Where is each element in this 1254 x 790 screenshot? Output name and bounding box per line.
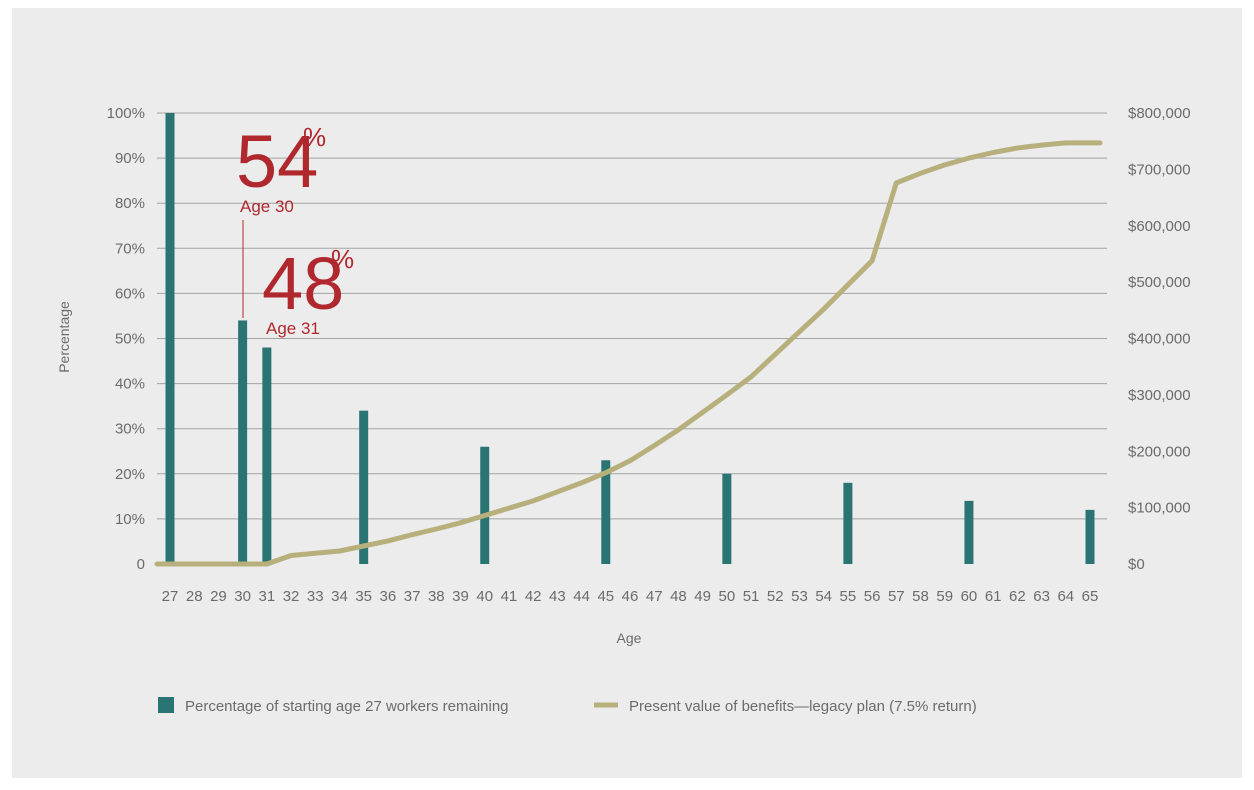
annotation-age-31-value: 48 bbox=[262, 242, 344, 325]
x-tick-label: 53 bbox=[791, 588, 808, 605]
x-tick-label: 38 bbox=[428, 588, 445, 605]
annotation-age-30-value: 54 bbox=[236, 120, 318, 203]
bar-age-31 bbox=[262, 347, 272, 564]
x-tick-label: 61 bbox=[985, 588, 1002, 605]
x-tick-label: 41 bbox=[501, 588, 518, 605]
annotation-age-31-unit: % bbox=[331, 244, 354, 274]
chart-panel bbox=[12, 8, 1242, 778]
annotation-age-30-unit: % bbox=[303, 122, 326, 152]
left-y-tick-label: 10% bbox=[115, 511, 145, 528]
x-tick-label: 44 bbox=[573, 588, 590, 605]
x-tick-label: 58 bbox=[912, 588, 929, 605]
left-y-tick-label: 30% bbox=[115, 421, 145, 438]
annotation-age-31-label: Age 31 bbox=[266, 319, 320, 338]
x-tick-label: 54 bbox=[815, 588, 832, 605]
right-y-tick-label: $800,000 bbox=[1128, 105, 1191, 122]
legend: Percentage of starting age 27 workers re… bbox=[158, 697, 977, 715]
x-tick-label: 57 bbox=[888, 588, 905, 605]
bar-age-40 bbox=[480, 446, 490, 564]
bar-age-65 bbox=[1085, 509, 1095, 564]
annotation-age-30: 54 % Age 30 bbox=[236, 120, 326, 318]
x-tick-label: 47 bbox=[646, 588, 663, 605]
x-tick-label: 50 bbox=[718, 588, 735, 605]
x-tick-label: 64 bbox=[1057, 588, 1074, 605]
x-tick-label: 45 bbox=[597, 588, 614, 605]
x-axis-ticks: 27 28 29 30 31 32 33 34 35 36 37 38 39 40 41 42 43 44 45 46… bbox=[162, 588, 1099, 605]
x-axis-title: Age bbox=[617, 630, 642, 646]
x-tick-label: 55 bbox=[840, 588, 857, 605]
legend-bar-swatch bbox=[158, 697, 174, 713]
left-y-tick-label: 100% bbox=[107, 105, 145, 122]
right-y-tick-label: $400,000 bbox=[1128, 331, 1191, 348]
x-tick-label: 31 bbox=[258, 588, 275, 605]
left-y-tick-label: 90% bbox=[115, 150, 145, 167]
x-tick-label: 51 bbox=[743, 588, 760, 605]
x-tick-label: 33 bbox=[307, 588, 324, 605]
x-tick-label: 49 bbox=[694, 588, 711, 605]
line-present-value bbox=[154, 140, 1103, 567]
right-y-tick-label: $200,000 bbox=[1128, 443, 1191, 460]
right-y-tick-label: $700,000 bbox=[1128, 161, 1191, 178]
x-tick-label: 39 bbox=[452, 588, 469, 605]
x-tick-label: 37 bbox=[404, 588, 421, 605]
x-tick-label: 34 bbox=[331, 588, 348, 605]
legend-bar-label: Percentage of starting age 27 workers re… bbox=[185, 698, 509, 715]
x-tick-label: 62 bbox=[1009, 588, 1026, 605]
line-series bbox=[154, 140, 1103, 567]
bar-age-45 bbox=[601, 460, 611, 564]
annotation-age-31: 48 % Age 31 bbox=[262, 242, 354, 338]
bar-age-55 bbox=[843, 482, 853, 564]
x-tick-label: 28 bbox=[186, 588, 203, 605]
right-y-tick-label: $300,000 bbox=[1128, 387, 1191, 404]
legend-line-label: Present value of benefits—legacy plan (7… bbox=[629, 698, 977, 715]
left-y-tick-label: 50% bbox=[115, 331, 145, 348]
x-tick-label: 40 bbox=[476, 588, 493, 605]
x-tick-label: 29 bbox=[210, 588, 227, 605]
left-y-tick-label: 20% bbox=[115, 466, 145, 483]
x-tick-label: 42 bbox=[525, 588, 542, 605]
right-y-tick-label: $500,000 bbox=[1128, 274, 1191, 291]
x-tick-label: 65 bbox=[1082, 588, 1099, 605]
bar-age-30 bbox=[238, 320, 248, 564]
left-y-tick-label: 60% bbox=[115, 285, 145, 302]
bar-age-35 bbox=[359, 410, 369, 564]
left-y-tick-label: 0 bbox=[137, 556, 145, 573]
x-tick-label: 52 bbox=[767, 588, 784, 605]
x-tick-label: 48 bbox=[670, 588, 687, 605]
x-tick-label: 30 bbox=[234, 588, 251, 605]
x-tick-label: 27 bbox=[162, 588, 179, 605]
gridlines bbox=[157, 112, 1107, 520]
x-tick-label: 36 bbox=[380, 588, 397, 605]
x-tick-label: 35 bbox=[355, 588, 372, 605]
left-y-axis-ticks: 0 10% 20% 30% 40% 50% 60% 70% 80% 90% 100% bbox=[107, 105, 145, 573]
x-tick-label: 59 bbox=[936, 588, 953, 605]
x-tick-label: 56 bbox=[864, 588, 881, 605]
x-tick-label: 32 bbox=[283, 588, 300, 605]
y-axis-title: Percentage bbox=[56, 301, 72, 373]
bar-age-27 bbox=[165, 113, 175, 564]
left-y-tick-label: 40% bbox=[115, 376, 145, 393]
right-y-axis-ticks: $0 $100,000 $200,000 $300,000 $400,000 $500,0… bbox=[1128, 105, 1191, 573]
x-tick-label: 60 bbox=[961, 588, 978, 605]
bar-series bbox=[165, 113, 1095, 564]
x-tick-label: 46 bbox=[622, 588, 639, 605]
x-tick-label: 63 bbox=[1033, 588, 1050, 605]
left-y-tick-label: 70% bbox=[115, 240, 145, 257]
bar-age-60 bbox=[964, 500, 974, 564]
x-tick-label: 43 bbox=[549, 588, 566, 605]
bar-age-50 bbox=[722, 473, 732, 564]
right-y-tick-label: $0 bbox=[1128, 556, 1145, 573]
annotation-age-30-label: Age 30 bbox=[240, 197, 294, 216]
right-y-tick-label: $600,000 bbox=[1128, 218, 1191, 235]
left-y-tick-label: 80% bbox=[115, 195, 145, 212]
right-y-tick-label: $100,000 bbox=[1128, 500, 1191, 517]
